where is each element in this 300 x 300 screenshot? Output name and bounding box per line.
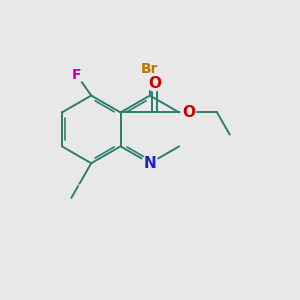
Circle shape: [147, 76, 162, 91]
Circle shape: [140, 59, 160, 79]
Circle shape: [69, 68, 84, 82]
Text: O: O: [182, 105, 195, 120]
Circle shape: [142, 155, 158, 172]
Text: Br: Br: [141, 62, 159, 76]
Text: O: O: [148, 76, 161, 91]
Text: N: N: [143, 156, 156, 171]
Text: F: F: [72, 68, 82, 82]
Circle shape: [181, 105, 196, 120]
